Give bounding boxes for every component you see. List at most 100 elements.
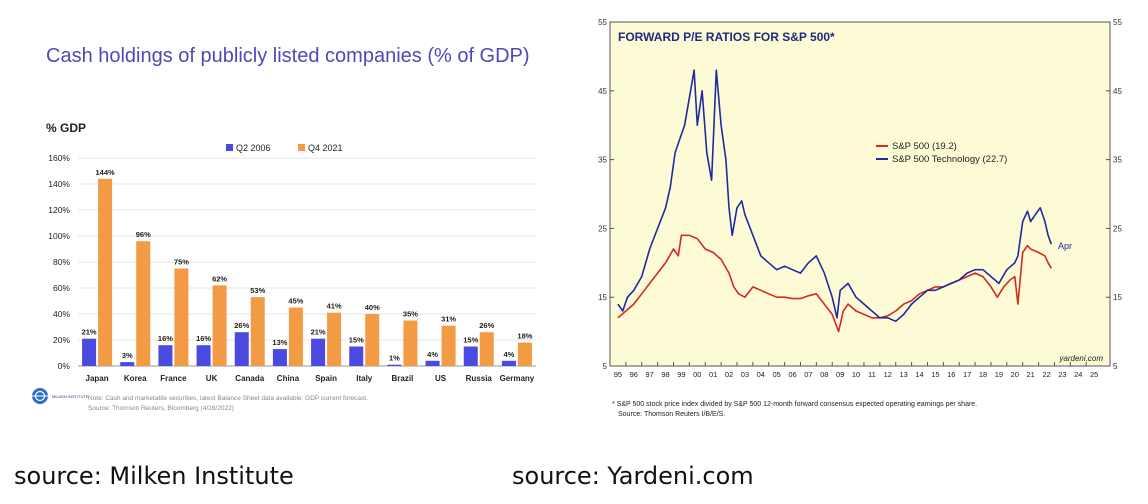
y-tick-left-5: 5 [603,362,608,371]
x-tick-08: 08 [820,370,828,379]
x-tick-11: 11 [868,370,876,379]
x-tick-07: 07 [804,370,812,379]
logo-text: MILKEN INSTITUTE [52,394,89,399]
legend-label-sp500-tech: S&P 500 Technology (22.7) [892,154,1007,165]
bar-label-korea-q4-2021: 96% [136,230,151,239]
bar-canada-q2-2006 [234,332,249,366]
y-tick-80: 80% [53,257,70,267]
bar-germany-q2-2006 [501,360,516,366]
bar-japan-q2-2006 [82,338,97,366]
bar-label-russia-q2-2006: 15% [463,336,478,345]
x-tick-china: China [277,374,300,383]
bar-russia-q2-2006 [463,346,478,366]
x-tick-24: 24 [1074,370,1082,379]
y-tick-right-55: 55 [1113,18,1122,27]
milken-logo: MILKEN INSTITUTE [32,388,89,404]
chart1-legend: Q2 2006 Q4 2021 [226,143,343,153]
bar-label-china-q4-2021: 45% [288,297,303,306]
bar-germany-q4-2021 [517,342,532,366]
legend-label-q2-2006: Q2 2006 [236,143,271,153]
bar-russia-q4-2021 [479,332,494,366]
x-tick-21: 21 [1026,370,1034,379]
x-tick-france: France [160,374,187,383]
y-tick-100: 100% [48,231,70,241]
bar-uk-q2-2006 [196,345,211,366]
bar-label-us-q2-2006: 4% [427,350,438,359]
y-tick-left-25: 25 [598,224,607,233]
y-tick-120: 120% [48,205,70,215]
legend-label-sp500: S&P 500 (19.2) [892,141,957,152]
y-tick-right-5: 5 [1113,362,1118,371]
x-tick-germany: Germany [500,374,535,383]
bar-label-brazil-q4-2021: 35% [403,310,418,319]
x-tick-18: 18 [979,370,987,379]
chart2-legend: S&P 500 (19.2) S&P 500 Technology (22.7) [876,141,1007,165]
y-tick-0: 0% [58,361,71,371]
x-tick-13: 13 [899,370,907,379]
x-tick-10: 10 [852,370,860,379]
x-tick-12: 12 [884,370,892,379]
y-tick-140: 140% [48,179,70,189]
bar-brazil-q4-2021 [403,320,418,366]
x-tick-15: 15 [931,370,939,379]
chart1-title: Cash holdings of publicly listed compani… [46,45,530,67]
x-tick-06: 06 [788,370,796,379]
bar-label-italy-q4-2021: 40% [365,303,380,312]
x-tick-03: 03 [741,370,749,379]
bar-italy-q2-2006 [349,346,364,366]
chart1-note: Note: Cash and marketable securities, la… [88,395,368,402]
bar-france-q2-2006 [158,345,173,366]
legend-swatch-q4-2021 [298,144,305,151]
x-tick-96: 96 [630,370,638,379]
caption-yardeni-source: source: Yardeni.com [512,462,754,490]
bar-uk-q4-2021 [212,285,227,366]
y-tick-left-45: 45 [598,87,607,96]
series-line-s-p-500-19-2 [617,234,1052,333]
x-tick-95: 95 [614,370,622,379]
x-tick-russia: Russia [466,374,493,383]
chart1-source: Source: Thomson Reuters, Bloomberg (4/28… [88,405,234,412]
bar-label-spain-q4-2021: 41% [327,302,342,311]
bar-france-q4-2021 [174,268,189,366]
x-tick-italy: Italy [356,374,373,383]
y-tick-right-45: 45 [1113,87,1122,96]
bar-label-china-q2-2006: 13% [272,338,287,347]
bar-canada-q4-2021 [250,297,265,366]
x-tick-05: 05 [772,370,780,379]
bar-label-germany-q2-2006: 4% [503,350,514,359]
chart2-title: FORWARD P/E RATIOS FOR S&P 500* [618,30,835,44]
yardeni-watermark: yardeni.com [1058,354,1103,363]
x-tick-korea: Korea [124,374,147,383]
bar-us-q4-2021 [441,325,456,366]
y-tick-right-25: 25 [1113,224,1122,233]
bar-korea-q2-2006 [120,362,135,366]
bar-label-russia-q4-2021: 26% [479,321,494,330]
chart2-footnote: * S&P 500 stock price index divided by S… [612,401,977,408]
bar-label-brazil-q2-2006: 1% [389,354,400,363]
bar-label-canada-q2-2006: 26% [234,321,249,330]
end-label-apr: Apr [1058,241,1072,251]
x-tick-02: 02 [725,370,733,379]
y-tick-left-15: 15 [598,293,607,302]
bar-brazil-q2-2006 [387,364,402,366]
x-tick-01: 01 [709,370,717,379]
x-tick-canada: Canada [235,374,264,383]
y-tick-60: 60% [53,283,70,293]
plot-area [609,21,1111,367]
y-tick-left-55: 55 [598,18,607,27]
y-tick-20: 20% [53,335,70,345]
bar-korea-q4-2021 [136,241,151,366]
cash-holdings-chart: Cash holdings of publicly listed compani… [32,45,536,412]
bar-us-q2-2006 [425,360,440,366]
x-tick-04: 04 [757,370,765,379]
x-tick-japan: Japan [86,374,109,383]
bar-italy-q4-2021 [365,314,380,366]
bar-label-uk-q4-2021: 62% [212,274,227,283]
bar-label-italy-q2-2006: 15% [349,336,364,345]
x-tick-17: 17 [963,370,971,379]
legend-label-q4-2021: Q4 2021 [308,143,343,153]
x-tick-00: 00 [693,370,701,379]
x-tick-spain: Spain [315,374,337,383]
bar-label-us-q4-2021: 31% [441,315,456,324]
